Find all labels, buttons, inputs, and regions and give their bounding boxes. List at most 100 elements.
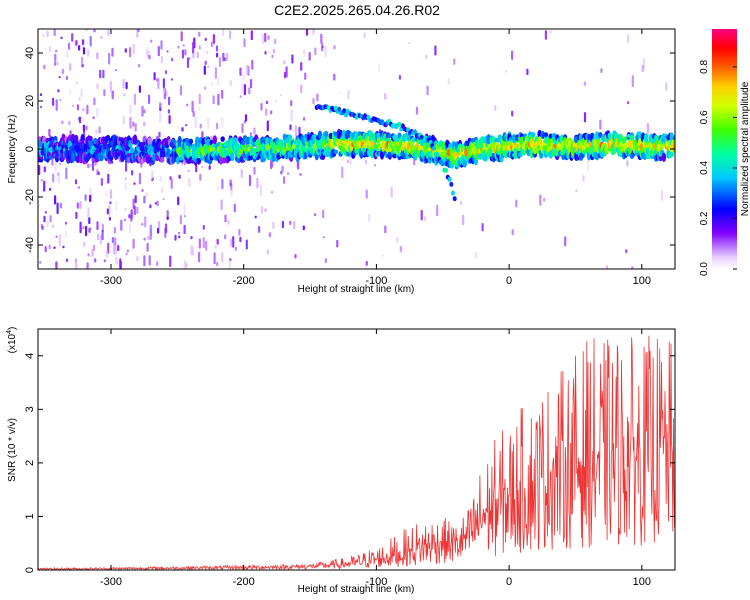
heatmap-noise-cell [290,100,293,107]
heatmap-noise-cell [241,82,244,94]
heatmap-noise-cell [284,71,287,79]
heatmap-noise-cell [56,202,59,215]
heatmap-noise-cell [177,196,180,206]
heatmap-noise-cell [179,215,182,225]
heatmap-signal-cell [486,134,491,145]
heatmap-noise-cell [182,44,185,47]
heatmap-noise-cell [58,234,61,247]
heatmap-noise-cell [364,159,367,165]
heatmap-noise-cell [244,114,248,122]
heatmap-noise-cell [181,49,184,59]
spectrogram-ytick-label: 20 [24,95,36,107]
heatmap-noise-cell [511,229,514,236]
heatmap-noise-cell [363,32,366,39]
heatmap-noise-cell [133,205,136,216]
spectrogram-xtick-label: 0 [506,275,512,287]
heatmap-noise-cell [103,89,106,97]
heatmap-noise-cell [128,223,132,234]
heatmap-noise-cell [203,65,206,75]
snr-panel: -300 -200 -100 0 100 0 1 2 3 4 Height of straight… [6,327,676,595]
heatmap-noise-cell [198,238,201,249]
heatmap-noise-cell [481,223,484,232]
heatmap-noise-cell [259,184,262,196]
heatmap-noise-cell [74,179,78,185]
heatmap-noise-cell [129,47,132,58]
heatmap-noise-cell [423,216,426,222]
heatmap-noise-cell [221,252,224,263]
heatmap-noise-cell [221,178,224,190]
heatmap-noise-cell [167,109,170,114]
heatmap-noise-cell [65,229,68,239]
heatmap-noise-cell [148,94,151,104]
heatmap-noise-cell [113,227,116,234]
heatmap-noise-cell [227,219,230,225]
heatmap-noise-cell [347,89,350,100]
heatmap-noise-cell [248,174,252,187]
heatmap-noise-cell [111,90,114,100]
heatmap-signal-cell [613,132,619,140]
heatmap-noise-cell [281,165,284,172]
heatmap-noise-cell [159,112,162,123]
heatmap-noise-cell [264,208,267,212]
heatmap-noise-cell [168,115,171,124]
heatmap-noise-cell [128,214,131,219]
heatmap-noise-cell [136,206,139,214]
heatmap-noise-cell [109,189,113,199]
heatmap-noise-cell [322,236,325,239]
heatmap-noise-cell [123,93,126,97]
heatmap-noise-cell [39,93,43,97]
heatmap-noise-cell [44,211,47,214]
heatmap-noise-cell [447,78,450,85]
heatmap-noise-cell [117,245,120,252]
heatmap-noise-cell [44,47,47,50]
heatmap-noise-cell [246,65,249,76]
snr-ylabel: SNR (10 * v/v) [7,418,18,482]
heatmap-noise-cell [224,214,227,223]
heatmap-noise-cell [190,236,193,240]
heatmap-branch-cell [397,121,402,127]
heatmap-noise-cell [67,42,71,50]
heatmap-noise-cell [108,205,111,216]
heatmap-noise-cell [198,31,201,37]
heatmap-noise-cell [215,45,219,52]
heatmap-noise-cell [89,35,92,47]
heatmap-noise-cell [526,68,529,75]
heatmap-noise-cell [221,89,224,99]
heatmap-noise-cell [543,197,546,202]
heatmap-noise-cell [81,56,84,67]
heatmap-noise-cell [166,216,169,220]
heatmap-noise-cell [82,107,85,112]
heatmap-noise-cell [474,251,477,259]
heatmap-noise-cell [204,60,207,65]
heatmap-signal-cell [234,142,240,150]
heatmap-noise-cell [434,45,437,56]
heatmap-noise-cell [46,30,49,37]
heatmap-noise-cell [55,49,58,53]
heatmap-noise-cell [600,68,603,73]
heatmap-noise-cell [341,166,344,179]
heatmap-noise-cell [207,117,210,129]
heatmap-noise-cell [216,52,219,58]
heatmap-noise-cell [165,90,168,97]
heatmap-noise-cell [64,221,68,225]
heatmap-noise-cell [132,238,135,249]
heatmap-noise-cell [159,175,162,182]
heatmap-noise-cell [333,45,336,50]
heatmap-noise-cell [425,54,428,60]
heatmap-noise-cell [305,29,309,36]
heatmap-noise-cell [289,220,292,225]
heatmap-noise-cell [92,116,95,120]
heatmap-noise-cell [168,96,171,106]
heatmap-noise-cell [165,223,168,234]
heatmap-noise-cell [51,224,54,228]
heatmap-noise-cell [146,235,149,240]
heatmap-noise-cell [201,166,204,169]
heatmap-noise-cell [166,50,169,53]
heatmap-signal-cell [303,152,308,160]
heatmap-noise-cell [111,47,114,57]
heatmap-noise-cell [396,237,399,243]
spectrogram-ytick-label: 40 [24,47,36,59]
heatmap-noise-cell [138,85,141,93]
heatmap-signal-cell [539,151,544,159]
heatmap-noise-cell [260,103,263,111]
